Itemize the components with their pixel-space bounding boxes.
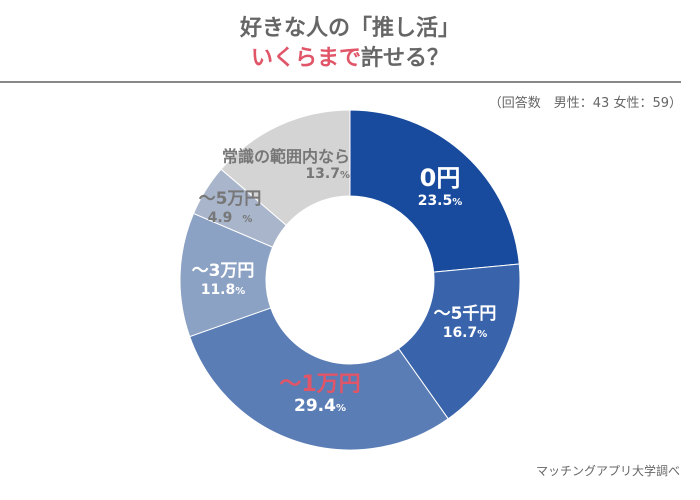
slice-label-5: 常識の範囲内なら 13.7% <box>170 147 350 183</box>
slice-category: 〜5万円 <box>198 189 262 209</box>
title-divider <box>0 81 681 83</box>
slice-label-4: 〜5万円 4.9 % <box>185 189 275 226</box>
slice-category: 〜3万円 <box>191 261 255 281</box>
slice-label-1: 〜5千円 16.7% <box>425 304 505 341</box>
slice-label-3: 〜3万円 11.8% <box>178 261 268 298</box>
percent-unit: % <box>452 196 463 208</box>
slice-value: 23.5% <box>417 192 463 209</box>
chart-title-line2: いくらまで許せる？ <box>0 40 700 72</box>
slice-category: 0円 <box>419 164 461 192</box>
slice-category: 〜5千円 <box>433 304 497 324</box>
title-accent: いくらまで <box>250 46 361 71</box>
donut-slice-1 <box>397 263 521 420</box>
percent-unit: % <box>335 403 346 415</box>
donut-slice-5 <box>220 109 351 226</box>
percent-unit: % <box>232 213 253 225</box>
percent-unit: % <box>339 170 350 182</box>
slice-label-0: 0円 23.5% <box>395 164 485 209</box>
slice-value: 4.9 % <box>207 209 253 226</box>
donut-slice-0 <box>349 109 520 273</box>
source-note: マッチングアプリ大学調べ <box>535 464 680 478</box>
slice-category: 常識の範囲内なら <box>221 147 350 166</box>
slice-value: 13.7% <box>305 166 350 183</box>
slice-category: 〜1万円 <box>279 372 361 397</box>
slice-value: 11.8% <box>200 281 246 298</box>
slice-label-2: 〜1万円 29.4% <box>255 372 385 417</box>
chart-title-line1: 好きな人の「推し活」 <box>239 16 460 41</box>
title-rest: 許せる？ <box>361 46 450 71</box>
donut-slice-2 <box>189 307 449 451</box>
percent-unit: % <box>477 328 488 340</box>
slice-value: 29.4% <box>294 396 346 417</box>
percent-unit: % <box>235 285 246 297</box>
respondent-count: （回答数 男性：43 女性：59） <box>488 96 682 111</box>
slice-value: 16.7% <box>442 324 488 341</box>
